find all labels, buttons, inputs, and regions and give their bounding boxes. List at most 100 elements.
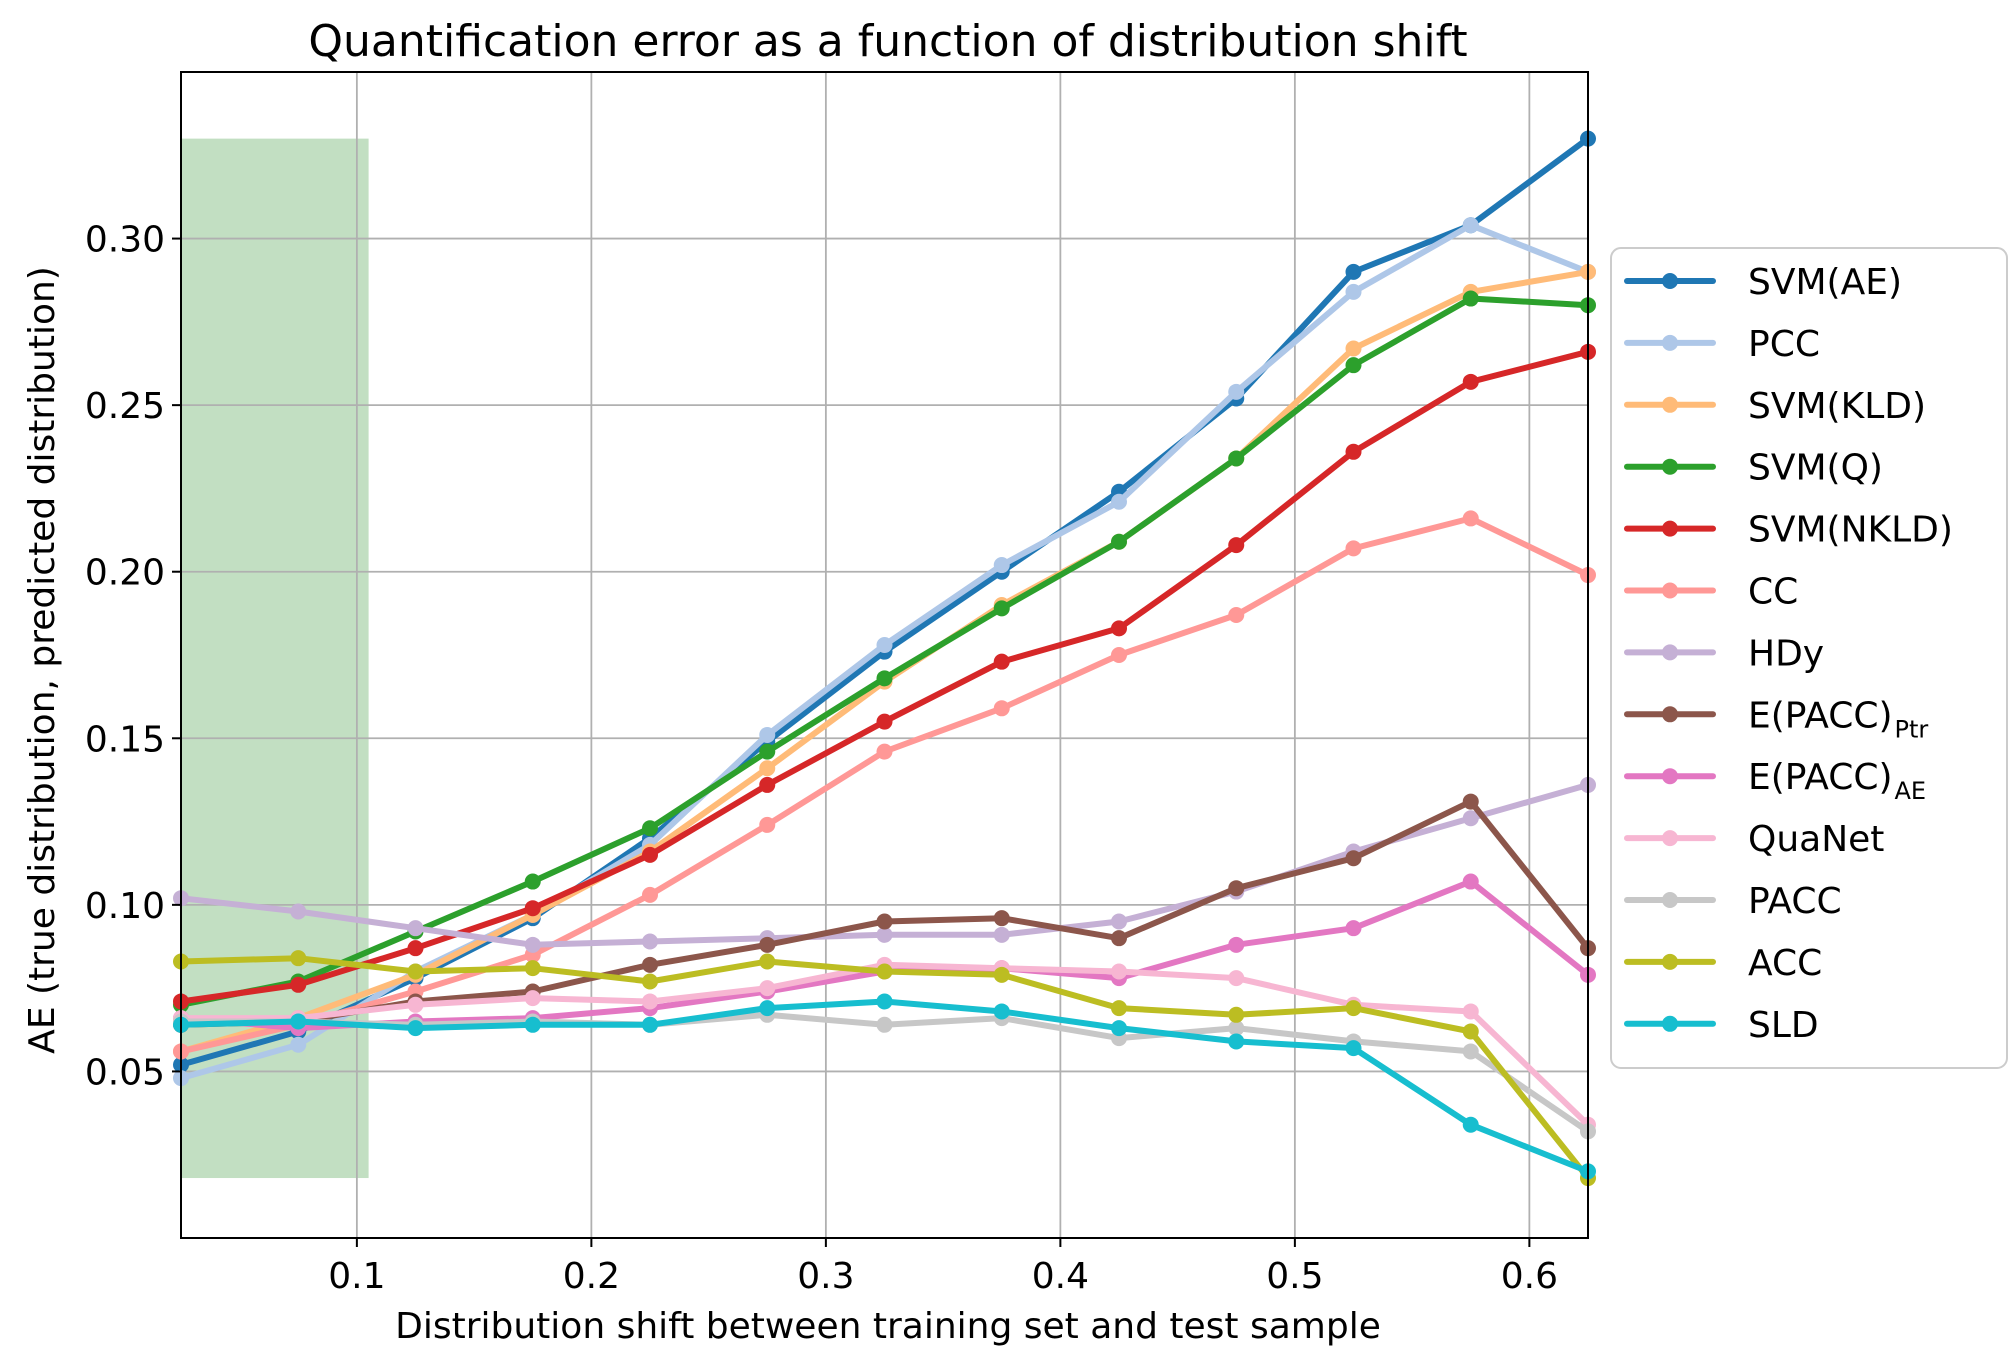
data-point (1228, 936, 1245, 953)
data-point (1345, 540, 1362, 557)
data-point (1111, 620, 1127, 637)
legend-label: CC (1748, 572, 1798, 613)
y-tick-label: 0.25 (85, 386, 165, 427)
data-point (1228, 450, 1245, 467)
data-point (1228, 1006, 1245, 1023)
x-tick-label: 0.1 (328, 1256, 385, 1297)
data-point (1462, 793, 1479, 810)
data-point (876, 637, 893, 654)
y-tick-label: 0.10 (85, 886, 165, 927)
legend-item: PACC (1624, 881, 1842, 922)
data-point (876, 993, 893, 1010)
series-svm-nkld- (173, 343, 1596, 1010)
data-point (407, 996, 424, 1013)
legend-item: PCC (1624, 324, 1820, 365)
data-point (1462, 1043, 1479, 1060)
data-point (1462, 873, 1479, 890)
legend-item: SVM(KLD) (1624, 386, 1926, 427)
legend-item: SVM(Q) (1624, 448, 1883, 489)
legend-swatch-marker (1662, 334, 1678, 351)
data-point (642, 1016, 658, 1033)
data-point (642, 973, 658, 990)
data-point (876, 926, 893, 943)
legend-swatch-marker (1662, 396, 1678, 413)
data-point (993, 557, 1010, 574)
legend-swatch-marker (1662, 830, 1678, 847)
legend-label: SLD (1748, 1005, 1819, 1046)
legend-label: PCC (1748, 324, 1820, 365)
data-point (1462, 1116, 1479, 1133)
data-point (1228, 970, 1245, 987)
data-point (642, 956, 658, 973)
data-point (1111, 493, 1127, 510)
plot-area (173, 71, 1596, 1239)
data-point (876, 743, 893, 760)
legend-label: SVM(NKLD) (1748, 510, 1953, 551)
data-point (524, 1016, 541, 1033)
data-point (1111, 963, 1127, 980)
data-point (1111, 647, 1127, 663)
data-point (290, 950, 307, 967)
x-tick-label: 0.4 (1032, 1256, 1089, 1297)
data-point (524, 990, 541, 1007)
legend-swatch-marker (1662, 582, 1678, 599)
data-point (1228, 607, 1245, 624)
data-point (1345, 283, 1362, 300)
legend-label: HDy (1748, 633, 1824, 674)
data-point (1345, 340, 1362, 357)
legend-item: CC (1624, 572, 1798, 613)
legend-item: E(PACC)Ptr (1624, 695, 1928, 743)
data-point (524, 960, 541, 977)
data-point (759, 1000, 776, 1017)
x-tick-label: 0.3 (797, 1256, 854, 1297)
legend-item: SVM(NKLD) (1624, 510, 1953, 551)
data-point (876, 913, 893, 930)
legend-swatch-marker (1662, 458, 1678, 475)
data-point (993, 1003, 1010, 1020)
data-point (876, 713, 893, 730)
data-point (1345, 443, 1362, 460)
data-point (759, 726, 776, 743)
legend-item: SLD (1624, 1005, 1819, 1046)
data-point (1228, 1033, 1245, 1050)
data-point (876, 963, 893, 980)
data-point (993, 653, 1010, 670)
y-tick-label: 0.30 (85, 220, 165, 261)
x-tick-label: 0.2 (563, 1256, 620, 1297)
legend-item: QuaNet (1624, 819, 1884, 860)
series-sld (173, 993, 1596, 1180)
y-tick-label: 0.15 (85, 719, 165, 760)
legend-swatch-marker (1662, 953, 1678, 970)
legend-item: ACC (1624, 943, 1822, 984)
x-axis-ticks: 0.1 0.2 0.3 0.4 0.5 0.6 (328, 1238, 1558, 1297)
data-point (1345, 1000, 1362, 1017)
data-point (1111, 533, 1127, 550)
data-point (993, 910, 1010, 927)
data-point (1111, 930, 1127, 947)
data-point (1345, 1040, 1362, 1057)
data-point (1462, 290, 1479, 307)
legend-label: QuaNet (1748, 819, 1884, 860)
legend-item: HDy (1624, 633, 1824, 674)
data-point (1345, 357, 1362, 374)
data-point (876, 670, 893, 687)
legend-label: PACC (1748, 881, 1842, 922)
data-point (1228, 537, 1245, 554)
data-point (1462, 217, 1479, 234)
data-point (1462, 510, 1479, 527)
legend-label: E(PACC)AE (1748, 757, 1926, 805)
data-point (1228, 1020, 1245, 1037)
data-point (1462, 373, 1479, 390)
data-point (1111, 1000, 1127, 1017)
legend-swatch-marker (1662, 706, 1678, 723)
data-point (524, 873, 541, 890)
x-axis-title: Distribution shift between training set … (395, 1306, 1381, 1347)
legend-label: SVM(Q) (1748, 448, 1883, 489)
legend-label: SVM(KLD) (1748, 386, 1926, 427)
data-point (759, 776, 776, 793)
legend-box (1610, 247, 2008, 1069)
legend-label: ACC (1748, 943, 1822, 984)
legend-label: E(PACC)Ptr (1748, 695, 1928, 743)
data-point (993, 926, 1010, 943)
